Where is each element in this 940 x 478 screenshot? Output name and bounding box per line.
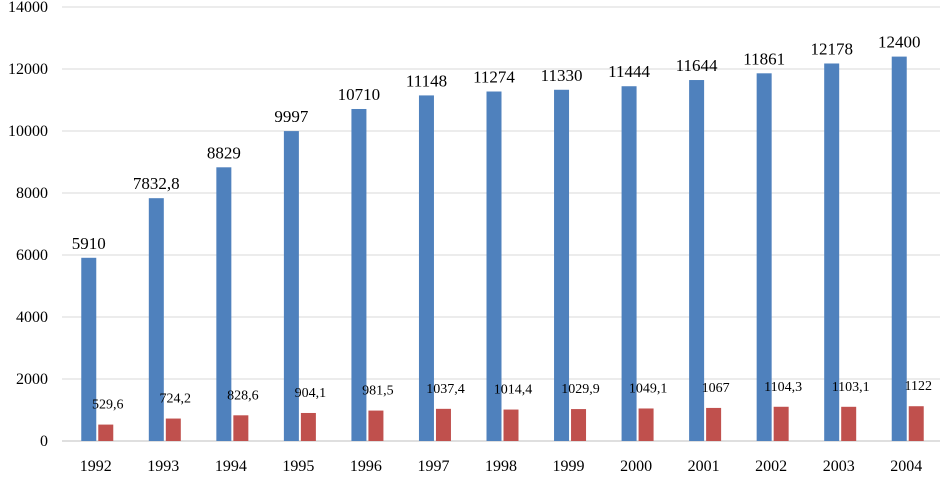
bar-series-2: [300, 412, 316, 441]
x-tick-label: 1999: [553, 458, 585, 475]
bar-series-2: [571, 409, 587, 441]
x-tick-label: 1998: [485, 458, 517, 475]
bar-series-1: [621, 86, 637, 442]
bar-series-2: [773, 406, 789, 441]
data-label-series-2: 981,5: [362, 384, 394, 399]
x-tick-label: 1994: [215, 458, 247, 475]
bar-series-2: [706, 407, 722, 441]
data-label-series-2: 1104,3: [764, 380, 802, 395]
bar-series-1: [148, 198, 164, 441]
data-label-series-2: 1103,1: [832, 380, 870, 395]
data-label-series-2: 904,1: [295, 386, 327, 401]
bar-series-2: [98, 424, 114, 441]
data-label-series-2: 1014,4: [494, 383, 533, 398]
bar-series-2: [368, 410, 384, 441]
x-tick-label: 2002: [755, 458, 787, 475]
data-label-series-2: 1049,1: [629, 381, 668, 396]
y-tick-label: 12000: [8, 61, 48, 78]
bar-series-1: [554, 89, 570, 442]
x-tick-label: 2003: [823, 458, 855, 475]
y-tick-label: 6000: [16, 247, 48, 264]
bar-series-1: [351, 108, 367, 442]
data-label-series-1: 11274: [473, 68, 515, 87]
data-label-series-1: 7832,8: [133, 174, 180, 193]
x-tick-label: 1992: [80, 458, 112, 475]
bar-series-1: [418, 95, 434, 442]
data-label-series-1: 11644: [676, 56, 718, 75]
data-label-series-2: 529,6: [92, 398, 124, 413]
data-label-series-2: 1029,9: [561, 382, 600, 397]
data-label-series-1: 11330: [541, 66, 583, 85]
bar-series-2: [435, 408, 451, 441]
bar-series-2: [233, 415, 249, 441]
data-label-series-2: 1122: [904, 379, 931, 394]
x-tick-label: 1997: [417, 458, 449, 475]
x-tick-label: 2001: [688, 458, 720, 475]
bar-series-1: [81, 257, 97, 441]
data-label-series-1: 9997: [274, 107, 309, 126]
x-axis: 1992 1993 1994 1995 1996 1997 1998 1999 2000 2001…: [80, 458, 922, 475]
x-tick-label: 2004: [890, 458, 922, 475]
bar-series-2: [638, 408, 654, 441]
data-label-series-2: 724,2: [160, 392, 192, 407]
data-labels: 5910 7832,8 8829 9997 10710 11148 11274 11330 11…: [72, 33, 932, 413]
data-label-series-2: 1037,4: [426, 382, 465, 397]
y-tick-label: 2000: [16, 371, 48, 388]
bar-series-1: [216, 167, 232, 441]
data-label-series-1: 11861: [743, 49, 785, 68]
x-tick-label: 1993: [147, 458, 179, 475]
data-label-series-2: 1067: [702, 381, 730, 396]
y-tick-label: 10000: [8, 123, 48, 140]
bar-series-2: [841, 406, 857, 441]
y-axis: 0 2000 4000 6000 8000 10000 12000 14000: [8, 0, 48, 450]
bar-series-1: [486, 91, 502, 442]
bar-series-1: [689, 80, 705, 441]
data-label-series-1: 11444: [608, 62, 650, 81]
bar-series-2: [503, 409, 519, 441]
bar-series-2: [165, 418, 181, 441]
data-label-series-1: 8829: [207, 143, 241, 162]
data-label-series-1: 5910: [72, 234, 106, 253]
y-tick-label: 8000: [16, 185, 48, 202]
data-label-series-1: 12178: [810, 39, 853, 58]
bar-series-1: [824, 63, 840, 442]
y-tick-label: 0: [40, 433, 48, 450]
bar-series-2: [908, 406, 924, 441]
y-tick-label: 4000: [16, 309, 48, 326]
bar-series-1: [756, 73, 772, 442]
data-label-series-1: 11148: [406, 71, 447, 90]
data-label-series-2: 828,6: [227, 388, 259, 403]
x-tick-label: 1995: [282, 458, 314, 475]
y-tick-label: 14000: [8, 0, 48, 16]
bars: [81, 56, 924, 442]
x-tick-label: 1996: [350, 458, 382, 475]
x-tick-label: 2000: [620, 458, 652, 475]
bar-series-1: [891, 56, 907, 441]
data-label-series-1: 12400: [878, 33, 921, 52]
bar-series-1: [283, 131, 299, 441]
data-label-series-1: 10710: [338, 85, 381, 104]
